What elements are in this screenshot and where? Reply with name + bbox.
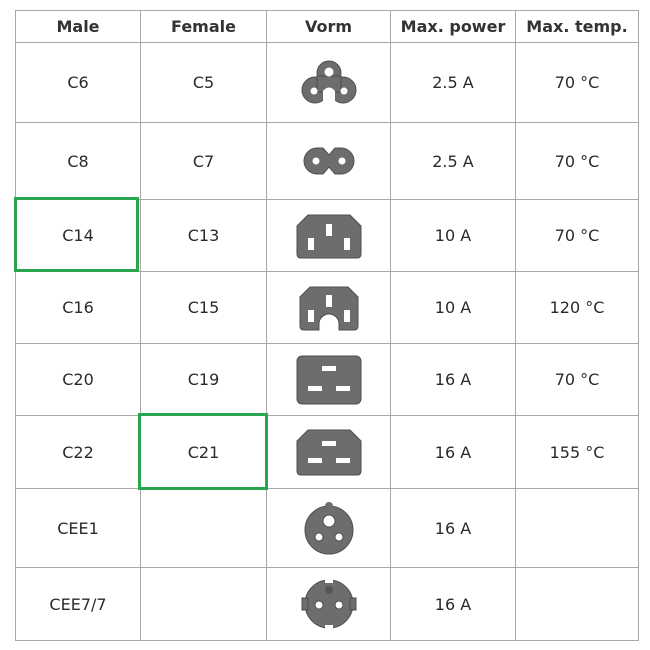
cee7-schuko-plug-icon <box>301 578 356 630</box>
male-cell: CEE7/7 <box>15 567 141 641</box>
table-row: C16 C15 10 A 120 °C <box>15 271 639 344</box>
shape-cell <box>266 415 391 489</box>
table-row: C6 C5 2.5 A 70 °C <box>15 42 639 123</box>
max-power-cell: 2.5 A <box>390 122 516 200</box>
female-cell <box>140 488 267 568</box>
cee1-plug-icon <box>304 502 353 555</box>
max-power-cell: 2.5 A <box>390 42 516 123</box>
table-row: CEE1 16 A <box>15 488 639 568</box>
connector-table: Male Female Vorm Max. power Max. temp. C… <box>15 10 639 641</box>
c19-connector-icon <box>296 355 361 404</box>
header-vorm: Vorm <box>266 10 391 43</box>
max-power-cell: 16 A <box>390 567 516 641</box>
shape-cell <box>266 199 391 272</box>
male-cell: C6 <box>15 42 141 123</box>
male-cell: C8 <box>15 122 141 200</box>
max-power-cell: 16 A <box>390 488 516 568</box>
shape-cell <box>266 488 391 568</box>
shape-cell <box>266 271 391 344</box>
shape-cell <box>266 567 391 641</box>
female-cell: C7 <box>140 122 267 200</box>
male-cell: C20 <box>15 343 141 416</box>
c13-connector-icon <box>296 214 361 258</box>
max-temp-cell: 120 °C <box>515 271 639 344</box>
c7-figure-eight-connector-icon <box>303 147 354 175</box>
max-temp-cell <box>515 567 639 641</box>
max-temp-cell: 155 °C <box>515 415 639 489</box>
table-row: C8 C7 2.5 A 70 °C <box>15 122 639 200</box>
max-power-cell: 10 A <box>390 199 516 272</box>
table-row: C22 C21 16 A 155 °C <box>15 415 639 489</box>
header-max-power: Max. power <box>390 10 516 43</box>
female-cell: C13 <box>140 199 267 272</box>
male-cell: C22 <box>15 415 141 489</box>
table-row: C20 C19 16 A 70 °C <box>15 343 639 416</box>
max-power-cell: 10 A <box>390 271 516 344</box>
header-row: Male Female Vorm Max. power Max. temp. <box>15 10 639 43</box>
max-temp-cell: 70 °C <box>515 343 639 416</box>
max-temp-cell <box>515 488 639 568</box>
male-cell: C16 <box>15 271 141 344</box>
table-row: CEE7/7 16 A <box>15 567 639 641</box>
header-male: Male <box>15 10 141 43</box>
female-cell: C21 <box>140 415 267 489</box>
c5-cloverleaf-connector-icon <box>301 60 356 103</box>
max-temp-cell: 70 °C <box>515 122 639 200</box>
shape-cell <box>266 343 391 416</box>
max-power-cell: 16 A <box>390 343 516 416</box>
female-cell <box>140 567 267 641</box>
male-cell: CEE1 <box>15 488 141 568</box>
header-max-temp: Max. temp. <box>515 10 639 43</box>
c21-connector-icon <box>296 429 361 476</box>
female-cell: C15 <box>140 271 267 344</box>
max-power-cell: 16 A <box>390 415 516 489</box>
table-row: C14 C13 10 A 70 °C <box>15 199 639 272</box>
female-cell: C5 <box>140 42 267 123</box>
shape-cell <box>266 42 391 123</box>
max-temp-cell: 70 °C <box>515 42 639 123</box>
shape-cell <box>266 122 391 200</box>
header-female: Female <box>140 10 267 43</box>
male-cell: C14 <box>15 199 141 272</box>
max-temp-cell: 70 °C <box>515 199 639 272</box>
female-cell: C19 <box>140 343 267 416</box>
c15-connector-icon <box>299 286 358 330</box>
